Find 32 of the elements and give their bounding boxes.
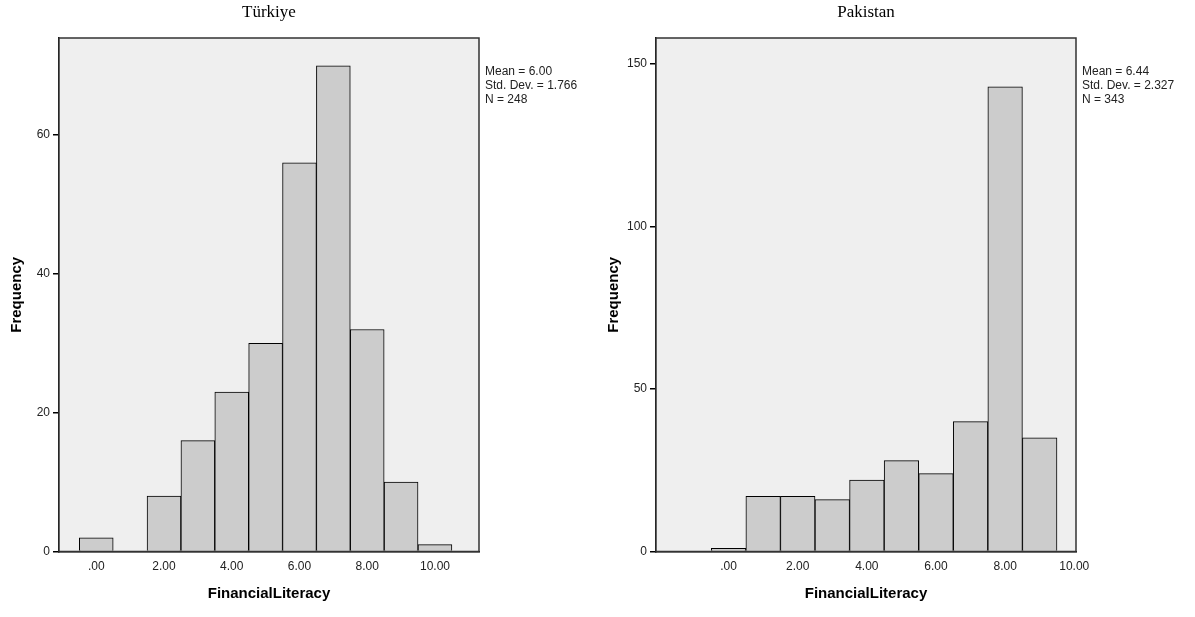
y-axis-title: Frequency [604, 256, 622, 333]
text: Mean = 6.44 [1082, 64, 1150, 79]
text: Mean = 6.00 [485, 64, 553, 79]
x-tick-label: 8.00 [355, 559, 380, 574]
y-tick-label: 50 [633, 381, 648, 396]
y-tick-label: 40 [36, 266, 51, 281]
y-tick-label: 60 [36, 127, 51, 142]
x-tick-label: 6.00 [924, 559, 948, 574]
x-tick-label: .00 [87, 559, 105, 574]
x-axis-title: FinancialLiteracy [207, 584, 331, 602]
chart-title: Türkiye [241, 2, 297, 22]
x-tick-label: 4.00 [855, 559, 879, 574]
y-tick-label: 20 [36, 405, 51, 420]
x-tick-label: 8.00 [993, 559, 1018, 574]
x-tick-label: 10.00 [1059, 559, 1090, 574]
y-tick-label: 150 [626, 56, 648, 71]
text: N = 343 [1082, 92, 1125, 107]
x-tick-label: 4.00 [220, 559, 244, 574]
y-tick-label: 100 [626, 218, 648, 233]
x-tick-label: 2.00 [152, 559, 176, 574]
x-axis-title: FinancialLiteracy [804, 584, 928, 602]
text: Std. Dev. = 1.766 [485, 78, 578, 93]
y-tick-label: 0 [43, 543, 51, 558]
y-tick-label: 0 [640, 543, 648, 558]
x-tick-label: 6.00 [287, 559, 312, 574]
x-tick-label: .00 [720, 559, 738, 574]
y-axis-title: Frequency [7, 256, 25, 333]
text: Std. Dev. = 2.327 [1082, 78, 1175, 93]
x-tick-label: 2.00 [786, 559, 810, 574]
x-tick-label: 10.00 [419, 559, 451, 574]
text: N = 248 [485, 92, 528, 107]
chart-title: Pakistan [836, 2, 896, 22]
